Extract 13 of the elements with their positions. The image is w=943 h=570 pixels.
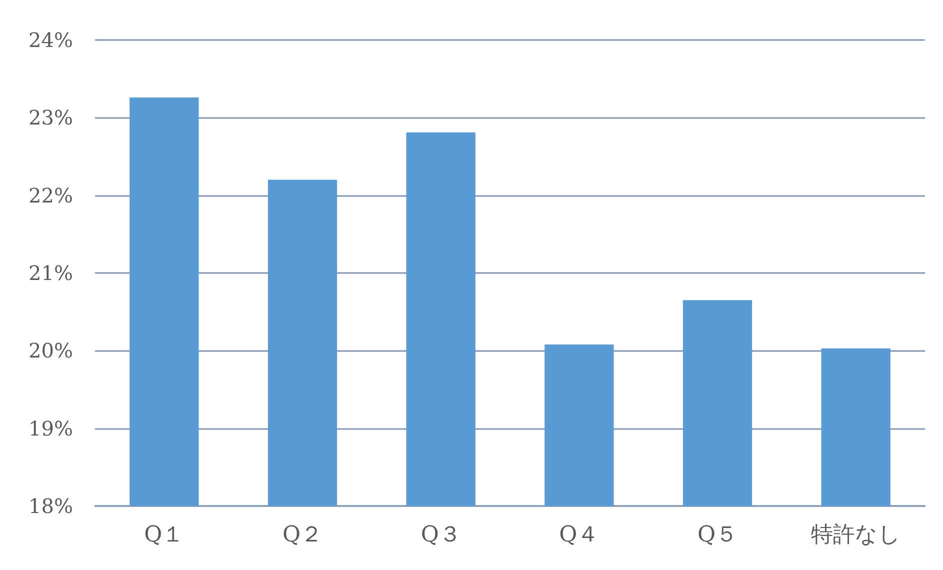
y-tick-label: 24%	[28, 28, 73, 52]
x-tick-label: Q４	[559, 522, 600, 548]
y-tick-label: 19%	[28, 416, 73, 440]
y-tick-label: 22%	[28, 183, 73, 208]
x-tick-label: Q３	[420, 522, 461, 548]
y-tick-label: 21%	[28, 261, 73, 285]
x-tick-label: Q５	[697, 522, 738, 548]
x-tick-label: Q１	[144, 522, 184, 548]
x-tick-label: 特許なし	[810, 522, 901, 548]
x-tick-label: Q２	[282, 522, 323, 548]
y-tick-label: 18%	[28, 494, 73, 518]
y-tick-label: 20%	[28, 338, 73, 363]
y-tick-label: 23%	[28, 106, 73, 130]
